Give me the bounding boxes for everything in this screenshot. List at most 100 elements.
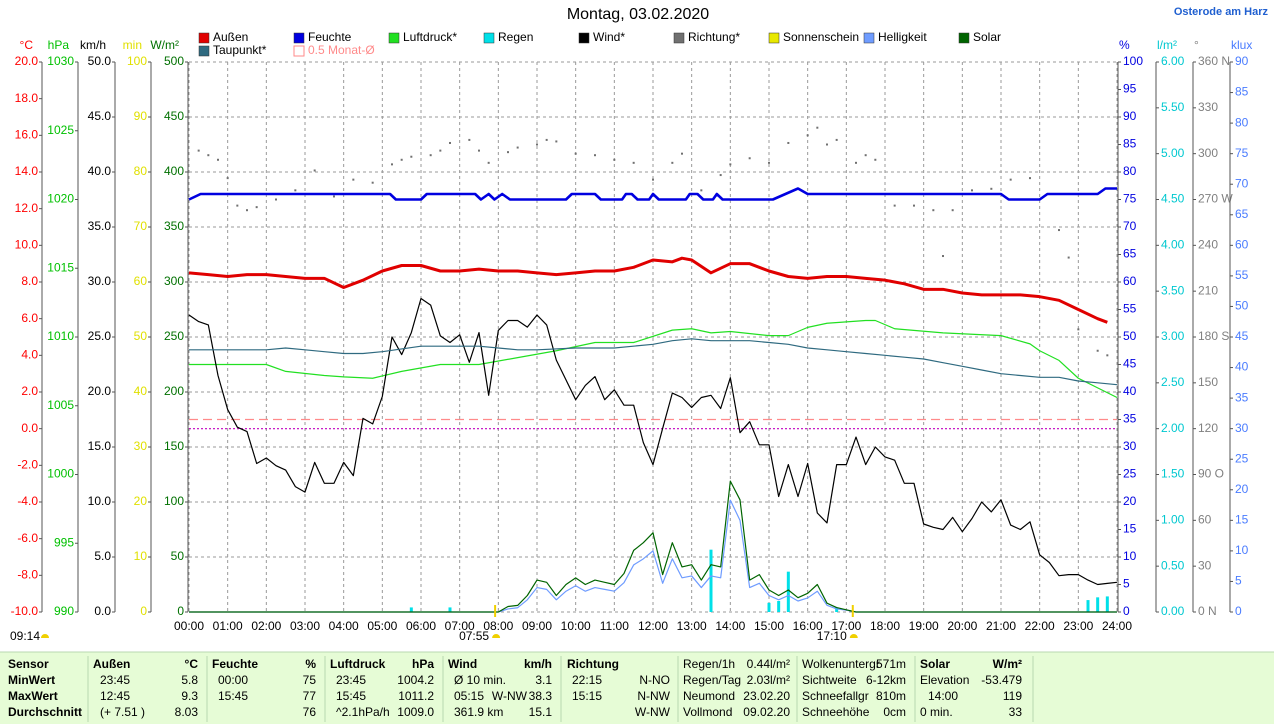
legend-swatch (198, 32, 210, 44)
y-tick-label: 4.00 (1161, 238, 1185, 252)
legend-label: Sonnenschein (783, 30, 859, 44)
legend-label: Feuchte (308, 30, 352, 44)
dot (632, 161, 635, 164)
dot (487, 161, 490, 164)
dot (1067, 256, 1070, 259)
y-tick-label: 0.50 (1161, 558, 1185, 572)
dot (700, 189, 703, 192)
y-tick-label: 90 O (1198, 467, 1224, 481)
y-tick-label: 4.0 (21, 348, 38, 362)
legend-swatch (293, 45, 305, 57)
y-tick-label: 1015 (47, 260, 74, 274)
stats-cell: 1009.0 (397, 705, 434, 719)
y-tick-label: 40 (1123, 384, 1137, 398)
dot (729, 163, 732, 166)
y-tick-label: 1005 (47, 398, 74, 412)
stats-cell: W-NW (635, 705, 671, 719)
dot (516, 146, 519, 149)
stats-cell: 23:45 (100, 673, 130, 687)
dot (545, 138, 548, 141)
stats-cell: 15:15 (572, 689, 602, 703)
y-tick-label: 60 (1198, 513, 1212, 527)
y-tick-label: 60 (1235, 238, 1249, 252)
bar (1105, 596, 1109, 612)
dot (333, 195, 335, 198)
y-tick-label: 180 S (1198, 329, 1229, 343)
dot (197, 149, 200, 152)
y-tick-label: 30 (134, 439, 148, 453)
stats-cell: Ø 10 min. (454, 673, 506, 687)
stats-cell: 5.8 (181, 673, 198, 687)
sun-icon (492, 634, 501, 638)
x-tick-label: 14:00 (715, 619, 745, 633)
y-tick-label: 50 (1235, 299, 1249, 313)
x-tick-label: 21:00 (986, 619, 1016, 633)
stats-cell: N-NW (637, 689, 670, 703)
y-tick-label: 45 (1235, 329, 1249, 343)
stats-cell: Neumond (683, 689, 735, 703)
legend-label: Außen (213, 30, 248, 44)
stats-cell: 6-12km (866, 673, 906, 687)
stats-cell: Solar (920, 657, 950, 671)
y-tick-label: 45 (1123, 357, 1137, 371)
dot (1058, 229, 1060, 232)
dot (806, 134, 809, 137)
stats-cell: MaxWert (8, 689, 58, 703)
legend-swatch (578, 32, 590, 44)
y-tick-label: 90 (134, 109, 148, 123)
y-tick-label: 210 (1198, 283, 1218, 297)
dot (855, 161, 857, 164)
bar (1086, 600, 1090, 612)
series-line (188, 297, 1118, 586)
x-tick-label: 01:00 (213, 619, 243, 633)
y-tick-label: 2.00 (1161, 421, 1185, 435)
y-tick-label: 45.0 (88, 109, 112, 123)
dot (1077, 328, 1080, 331)
y-tick-label: 150 (1198, 375, 1218, 389)
dot (1029, 177, 1031, 180)
x-tick-label: 19:00 (909, 619, 939, 633)
stats-cell: 77 (303, 689, 317, 703)
legend-label: Regen (498, 30, 533, 44)
y-tick-label: 8.0 (21, 274, 38, 288)
sunrise-time: 07:55 (459, 629, 489, 643)
y-tick-label: 95 (1123, 82, 1137, 96)
dot (352, 178, 355, 181)
stats-cell: 8.03 (175, 705, 199, 719)
y-tick-label: 1030 (47, 54, 74, 68)
stats-cell: 15:45 (218, 689, 248, 703)
stats-cell: Außen (93, 657, 130, 671)
y-tick-label: 16.0 (15, 128, 39, 142)
legend-swatch (863, 32, 875, 44)
y-tick-label: 15 (1123, 522, 1137, 536)
stats-cell: W/m² (993, 657, 1022, 671)
x-tick-label: 00:00 (174, 619, 204, 633)
stats-cell: 810m (876, 689, 906, 703)
axis-unit: W/m² (150, 38, 179, 52)
bar (835, 607, 839, 612)
y-tick-label: 0.0 (94, 604, 111, 618)
dot (236, 204, 239, 207)
y-tick-label: 30 (1198, 558, 1212, 572)
axis-unit: % (1119, 38, 1130, 52)
dot (536, 143, 538, 146)
legend-swatch (198, 45, 210, 57)
moonrise-time: 09:14 (10, 629, 40, 643)
stats-cell: Schneehöhe (802, 705, 870, 719)
y-tick-label: 5 (1123, 577, 1130, 591)
dot (507, 151, 509, 154)
bar (409, 607, 413, 612)
y-tick-label: 40 (134, 384, 148, 398)
x-tick-label: 06:00 (406, 619, 436, 633)
legend-label: Taupunkt* (213, 43, 267, 57)
y-tick-label: 5.0 (94, 549, 111, 563)
dot (932, 209, 935, 212)
legend-swatch (673, 32, 685, 44)
dot (400, 158, 403, 161)
stats-cell: Schneefallgr (802, 689, 869, 703)
y-tick-label: 35 (1235, 390, 1249, 404)
bar (1096, 597, 1100, 612)
stats-cell: ^2.1hPa/h (336, 705, 390, 719)
dot (971, 189, 973, 192)
